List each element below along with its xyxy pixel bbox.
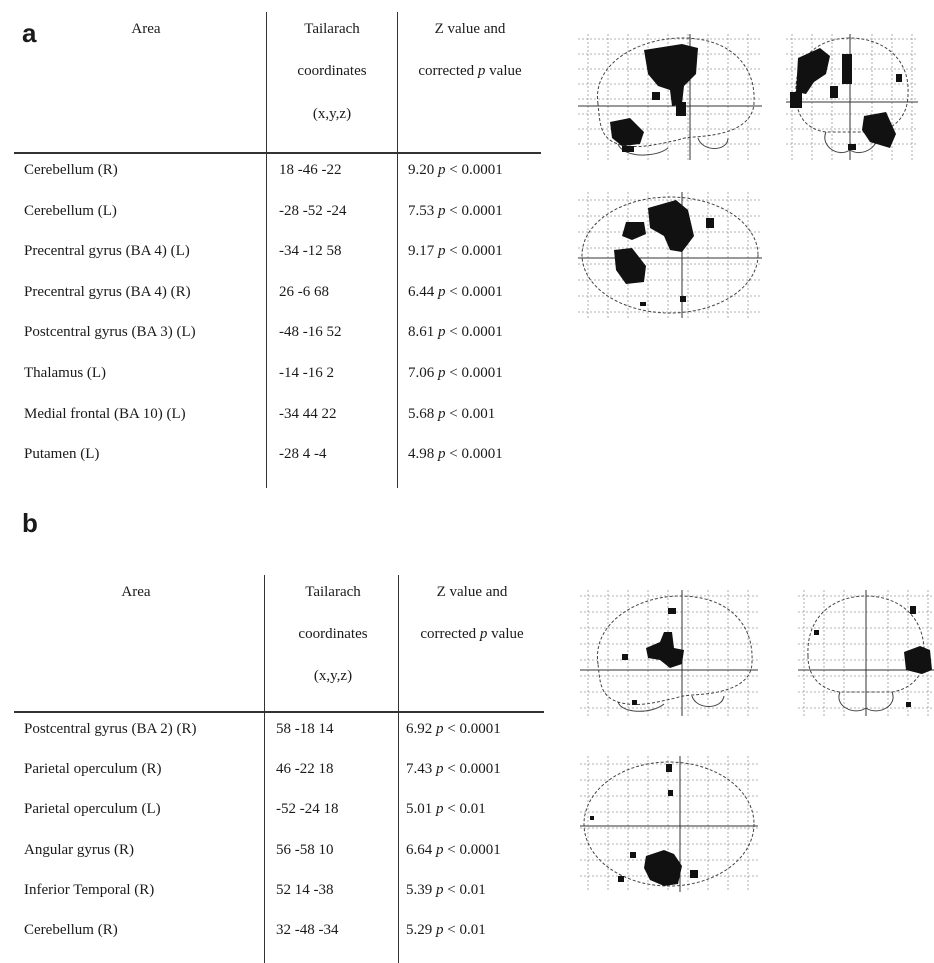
row-z-and-p-value: 4.98 p < 0.0001	[408, 446, 503, 463]
row-area-label: Cerebellum (R)	[24, 162, 118, 178]
panel-a-header-z-2: corrected p value	[418, 63, 522, 79]
row-area-label: Precentral gyrus (BA 4) (R)	[24, 283, 191, 300]
row-coordinates: 58 -18 14	[276, 721, 334, 737]
panel-b-divider-1	[264, 575, 265, 963]
row-z-and-p-value: 7.53 p < 0.0001	[408, 202, 503, 219]
panel-b-header-coords-2: coordinates	[298, 626, 368, 642]
panel-b-header-z-1: Z value and	[436, 584, 508, 600]
panel-b-header-area: Area	[121, 584, 151, 600]
panel-b-coronal-glass-brain	[798, 590, 934, 716]
panel-a-header-area: Area	[131, 21, 161, 37]
panel-a-header-coords-3: (x,y,z)	[312, 106, 352, 122]
panel-a-sagittal-glass-brain	[578, 34, 762, 160]
row-area-label: Cerebellum (L)	[24, 202, 117, 219]
row-coordinates: -48 -16 52	[279, 324, 342, 341]
row-area-label: Postcentral gyrus (BA 2) (R)	[24, 721, 197, 737]
row-z-and-p-value: 5.29 p < 0.01	[406, 922, 486, 938]
panel-b-header-coords-1: Tailarach	[305, 584, 361, 600]
row-coordinates: 18 -46 -22	[279, 162, 342, 178]
row-area-label: Parietal operculum (L)	[24, 801, 161, 818]
row-z-and-p-value: 9.20 p < 0.0001	[408, 162, 503, 178]
panel-a-coronal-glass-brain	[786, 34, 918, 160]
row-area-label: Postcentral gyrus (BA 3) (L)	[24, 324, 196, 341]
row-z-and-p-value: 6.64 p < 0.0001	[406, 841, 501, 858]
row-z-and-p-value: 6.44 p < 0.0001	[408, 283, 503, 300]
row-area-label: Precentral gyrus (BA 4) (L)	[24, 243, 190, 260]
row-coordinates: -28 4 -4	[279, 446, 327, 463]
row-area-label: Cerebellum (R)	[24, 922, 118, 938]
row-coordinates: 56 -58 10	[276, 841, 334, 858]
row-area-label: Parietal operculum (R)	[24, 761, 162, 778]
row-coordinates: 32 -48 -34	[276, 922, 339, 938]
row-area-label: Angular gyrus (R)	[24, 841, 134, 858]
panel-a-header-coords-2: coordinates	[297, 63, 367, 79]
panel-b-header-z-2: corrected p value	[420, 626, 524, 642]
row-z-and-p-value: 7.06 p < 0.0001	[408, 365, 503, 381]
row-coordinates: -34 44 22	[279, 405, 337, 422]
row-z-and-p-value: 5.68 p < 0.001	[408, 405, 496, 422]
row-coordinates: -52 -24 18	[276, 801, 339, 818]
row-area-label: Inferior Temporal (R)	[24, 881, 155, 898]
row-coordinates: 46 -22 18	[276, 761, 334, 778]
row-coordinates: -28 -52 -24	[279, 202, 347, 219]
panel-a-header-z-1: Z value and	[434, 21, 506, 37]
panel-b-label: b	[22, 508, 38, 538]
panel-b-divider-2	[398, 575, 399, 963]
panel-a-axial-glass-brain	[578, 192, 762, 318]
panel-a-divider-2	[397, 12, 398, 488]
row-z-and-p-value: 7.43 p < 0.0001	[406, 761, 501, 778]
row-coordinates: -34 -12 58	[279, 243, 342, 260]
row-z-and-p-value: 6.92 p < 0.0001	[406, 721, 501, 737]
panel-b-header-rule	[14, 711, 544, 713]
row-area-label: Thalamus (L)	[24, 365, 107, 381]
row-coordinates: 26 -6 68	[279, 283, 329, 300]
panel-a-header-coords-1: Tailarach	[304, 21, 360, 37]
row-coordinates: -14 -16 2	[279, 365, 334, 381]
row-z-and-p-value: 8.61 p < 0.0001	[408, 324, 503, 341]
panel-b-sagittal-glass-brain	[580, 590, 758, 716]
row-area-label: Medial frontal (BA 10) (L)	[24, 405, 186, 422]
panel-a-divider-1	[266, 12, 267, 488]
row-z-and-p-value: 5.01 p < 0.01	[406, 801, 486, 818]
panel-a-label: a	[22, 18, 37, 48]
panel-a-header-rule	[14, 152, 541, 154]
panel-b-header-coords-3: (x,y,z)	[313, 668, 353, 684]
row-z-and-p-value: 9.17 p < 0.0001	[408, 243, 503, 260]
row-coordinates: 52 14 -38	[276, 881, 334, 898]
panel-b-axial-glass-brain	[580, 756, 758, 892]
row-z-and-p-value: 5.39 p < 0.01	[406, 881, 486, 898]
row-area-label: Putamen (L)	[24, 446, 100, 463]
